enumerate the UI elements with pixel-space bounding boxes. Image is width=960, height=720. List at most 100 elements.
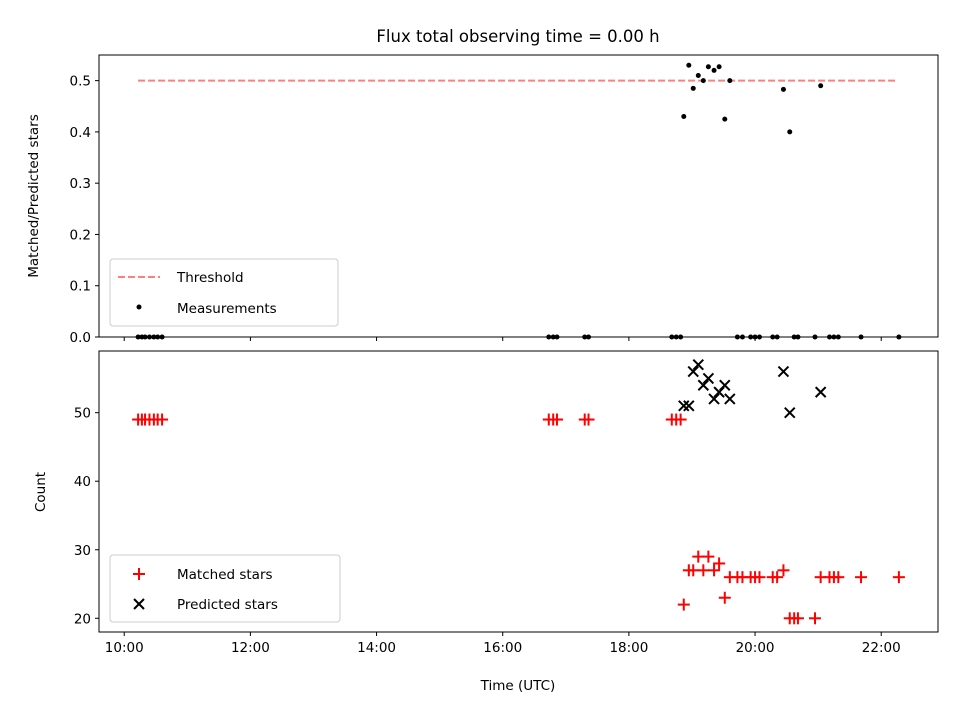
- bottom-plot-area: [98, 350, 939, 633]
- measurements-point: [695, 73, 701, 79]
- threshold-legend-label: Threshold: [176, 270, 244, 286]
- measurements-point: [835, 334, 841, 340]
- predicted-stars-legend-swatch: [133, 598, 145, 610]
- measurements-point: [739, 334, 745, 340]
- matched-stars-legend-swatch: [133, 568, 145, 580]
- top-y-axis-label: Matched/Predicted stars: [26, 114, 42, 277]
- measurements-point: [858, 334, 864, 340]
- x-tick-label: 10:00: [105, 640, 144, 656]
- measurements-point: [705, 64, 711, 70]
- measurements-point: [582, 334, 588, 340]
- measurements-point: [700, 78, 706, 84]
- top-panel: Matched/Predicted stars 0.0 0.1 0.2 0.3 0.4 0…: [26, 54, 939, 346]
- matched-stars-point: [777, 564, 790, 577]
- measurements-point: [831, 334, 837, 340]
- matched-stars-point: [791, 612, 804, 625]
- y-tick-label: 30: [74, 543, 91, 559]
- matched-stars-point: [713, 557, 726, 570]
- measurements-point: [826, 334, 832, 340]
- bottom-legend: Matched stars Predicted stars: [109, 554, 341, 623]
- matched-stars-point: [855, 571, 868, 584]
- top-legend-frame: [109, 258, 339, 327]
- measurements-point: [716, 64, 722, 70]
- y-tick-label: 0.4: [70, 125, 91, 141]
- measurements-point: [586, 334, 592, 340]
- x-tick-label: 12:00: [231, 640, 270, 656]
- y-tick-label: 0.1: [70, 279, 91, 295]
- x-tick-label: 14:00: [357, 640, 396, 656]
- measurements-point: [812, 334, 818, 340]
- measurements-point: [159, 334, 165, 340]
- top-legend: Threshold Measurements: [109, 258, 339, 327]
- measurements-point: [727, 78, 733, 84]
- bottom-legend-frame: [109, 554, 341, 623]
- measurements-point: [681, 114, 687, 120]
- predicted-stars-point: [687, 365, 699, 378]
- measurements-point: [673, 334, 679, 340]
- predicted-stars-point: [719, 379, 731, 391]
- measurements-point: [722, 116, 728, 122]
- measurements-legend-label: Measurements: [177, 301, 277, 317]
- measurements-point: [748, 334, 754, 340]
- matched-stars-point: [697, 564, 710, 577]
- measurements-point: [752, 334, 758, 340]
- matched-stars-point: [771, 571, 784, 584]
- y-tick-label: 40: [74, 474, 91, 490]
- measurements-point: [791, 334, 797, 340]
- measurements-point: [787, 129, 793, 135]
- matched-stars-point: [753, 571, 766, 584]
- y-tick-label: 0.2: [70, 227, 91, 243]
- x-tick-label: 16:00: [483, 640, 522, 656]
- bottom-y-axis-label: Count: [33, 472, 49, 512]
- y-tick-label: 50: [74, 406, 91, 422]
- measurements-point: [774, 334, 780, 340]
- measurements-point: [146, 334, 152, 340]
- measurements-legend-swatch: [136, 304, 142, 310]
- x-tick-label: 20:00: [736, 640, 775, 656]
- measurements-point: [734, 334, 740, 340]
- predicted-stars-point: [814, 386, 827, 398]
- measurements-point: [818, 83, 824, 89]
- x-axis-label: Time (UTC): [480, 678, 556, 694]
- measurements-point: [795, 334, 801, 340]
- predicted-stars-point: [683, 400, 695, 412]
- matched-stars-point: [156, 413, 169, 426]
- matched-stars-point: [692, 550, 705, 563]
- top-plot-area: [98, 54, 939, 338]
- measurements-point: [155, 334, 161, 340]
- predicted-stars-point: [697, 379, 710, 391]
- matched-stars-point: [718, 591, 731, 604]
- matched-stars-point: [687, 564, 700, 577]
- x-tick-label: 18:00: [609, 640, 648, 656]
- measurements-point: [135, 334, 141, 340]
- bottom-marks: [132, 359, 905, 625]
- predicted-stars-point: [784, 406, 796, 419]
- predicted-stars-point: [724, 393, 736, 405]
- y-tick-label: 20: [74, 611, 91, 627]
- matched-stars-point: [550, 413, 563, 426]
- measurements-point: [770, 334, 776, 340]
- measurements-point: [550, 334, 556, 340]
- matched-stars-point: [582, 413, 595, 426]
- bottom-axes: 20 30 40 50 10:00 12:00 14:00 16:00 18:00 20:00 22…: [74, 406, 901, 656]
- measurements-point: [142, 334, 148, 340]
- y-tick-label: 0.5: [70, 74, 91, 90]
- predicted-stars-point: [678, 400, 690, 412]
- measurements-point: [546, 334, 552, 340]
- matched-stars-point: [892, 571, 905, 584]
- chart-title: Flux total observing time = 0.00 h: [376, 27, 659, 46]
- matched-stars-point: [808, 612, 821, 625]
- measurements-point: [896, 334, 902, 340]
- measurements-point: [711, 67, 717, 73]
- y-tick-label: 0.0: [70, 330, 91, 346]
- x-tick-label: 22:00: [862, 640, 901, 656]
- predicted-stars-legend-label: Predicted stars: [177, 597, 278, 613]
- matched-stars-legend-label: Matched stars: [177, 567, 273, 583]
- matched-stars-point: [702, 550, 715, 563]
- predicted-stars-point: [692, 359, 704, 371]
- matched-stars-point: [677, 598, 690, 611]
- matched-stars-point: [832, 571, 845, 584]
- measurements-point: [554, 334, 560, 340]
- measurements-point: [678, 334, 684, 340]
